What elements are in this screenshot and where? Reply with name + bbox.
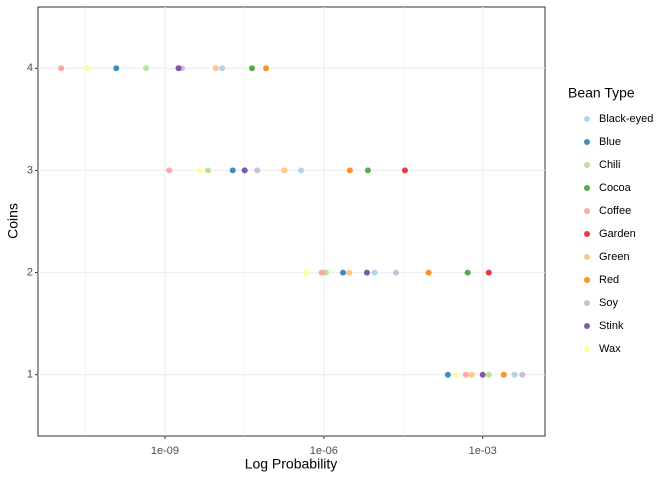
point bbox=[297, 167, 304, 174]
y-tick-label: 1 bbox=[27, 369, 33, 381]
legend-key bbox=[584, 254, 590, 260]
legend-key bbox=[584, 139, 590, 145]
y-tick-label: 4 bbox=[27, 62, 33, 74]
legend-label: Blue bbox=[599, 136, 621, 148]
point bbox=[371, 269, 378, 276]
legend-label: Stink bbox=[599, 320, 624, 332]
legend-label: Chili bbox=[599, 159, 620, 171]
point bbox=[281, 167, 288, 174]
legend-title: Bean Type bbox=[568, 85, 635, 101]
point bbox=[323, 269, 330, 276]
point bbox=[241, 167, 248, 174]
legend-key bbox=[584, 162, 590, 168]
point bbox=[197, 167, 204, 174]
point bbox=[175, 65, 182, 72]
point bbox=[401, 167, 408, 174]
legend-key bbox=[584, 277, 590, 283]
y-tick-label: 2 bbox=[27, 266, 33, 278]
point bbox=[468, 371, 475, 378]
point bbox=[229, 167, 236, 174]
legend-key bbox=[584, 300, 590, 306]
legend-key bbox=[584, 346, 590, 352]
point bbox=[219, 65, 226, 72]
y-axis-title: Coins bbox=[5, 203, 21, 239]
point bbox=[166, 167, 173, 174]
legend-label: Red bbox=[599, 274, 619, 286]
point bbox=[346, 269, 353, 276]
panel bbox=[37, 6, 546, 437]
legend-label: Green bbox=[599, 251, 630, 263]
x-tick-label: 1e-03 bbox=[469, 445, 497, 457]
legend-label: Cocoa bbox=[599, 182, 632, 194]
point bbox=[453, 371, 460, 378]
point bbox=[143, 65, 150, 72]
legend-label: Black-eyed bbox=[599, 113, 653, 125]
point bbox=[346, 167, 353, 174]
legend-label: Coffee bbox=[599, 205, 631, 217]
legend-key bbox=[584, 323, 590, 329]
legend-key bbox=[584, 116, 590, 122]
point bbox=[318, 269, 325, 276]
point bbox=[479, 371, 486, 378]
legend-key bbox=[584, 185, 590, 191]
point bbox=[392, 269, 399, 276]
legend-key bbox=[584, 208, 590, 214]
point bbox=[364, 167, 371, 174]
legend-label: Garden bbox=[599, 228, 636, 240]
x-axis-title: Log Probability bbox=[245, 456, 338, 472]
point bbox=[425, 269, 432, 276]
point bbox=[249, 65, 256, 72]
point bbox=[444, 371, 451, 378]
legend-key bbox=[584, 231, 590, 237]
point bbox=[113, 65, 120, 72]
point bbox=[464, 269, 471, 276]
legend-label: Wax bbox=[599, 343, 621, 355]
point bbox=[263, 65, 270, 72]
point bbox=[511, 371, 518, 378]
point bbox=[485, 269, 492, 276]
legend-label: Soy bbox=[599, 297, 618, 309]
y-tick-label: 3 bbox=[27, 164, 33, 176]
point bbox=[58, 65, 65, 72]
point bbox=[302, 269, 309, 276]
point bbox=[519, 371, 526, 378]
point bbox=[212, 65, 219, 72]
point bbox=[363, 269, 370, 276]
x-tick-label: 1e-06 bbox=[310, 445, 338, 457]
grid bbox=[38, 7, 545, 436]
point bbox=[205, 167, 212, 174]
point bbox=[500, 371, 507, 378]
point bbox=[254, 167, 261, 174]
x-tick-label: 1e-09 bbox=[151, 445, 179, 457]
point bbox=[462, 371, 469, 378]
point bbox=[485, 371, 492, 378]
point bbox=[340, 269, 347, 276]
point bbox=[84, 65, 91, 72]
